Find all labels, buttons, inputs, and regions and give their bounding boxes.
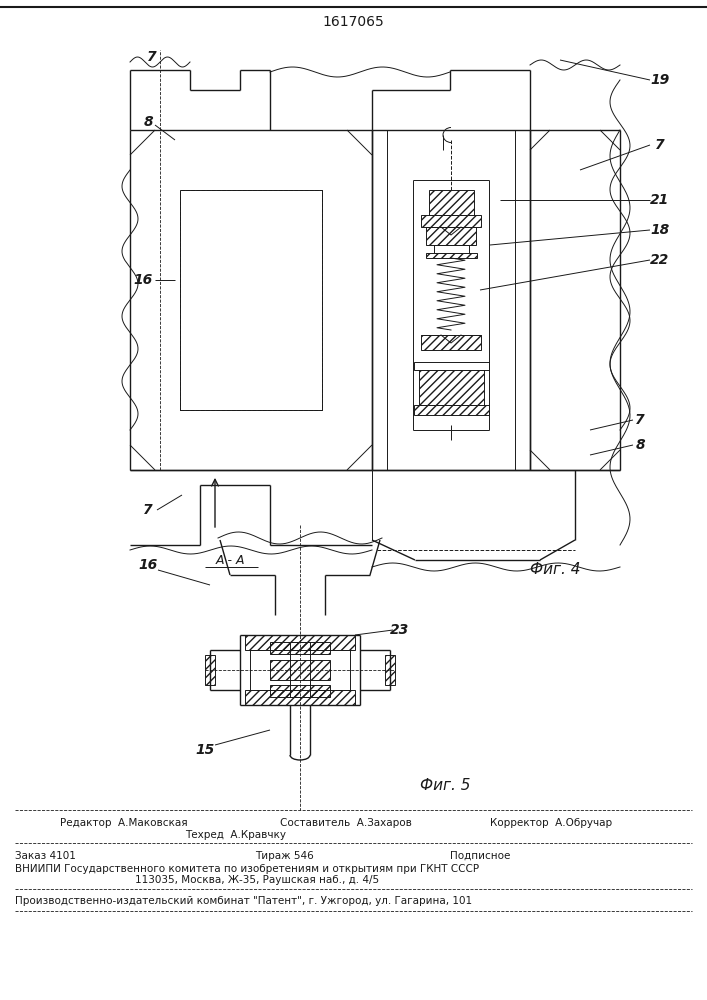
Bar xyxy=(290,642,310,697)
Bar xyxy=(270,685,330,697)
Bar xyxy=(245,635,355,650)
Bar xyxy=(421,335,481,350)
Text: Производственно-издательский комбинат "Патент", г. Ужгород, ул. Гагарина, 101: Производственно-издательский комбинат "П… xyxy=(15,896,472,906)
Bar xyxy=(250,650,350,690)
Text: 23: 23 xyxy=(390,623,409,637)
Bar xyxy=(385,655,395,685)
Text: 16: 16 xyxy=(139,558,158,572)
Text: 7: 7 xyxy=(635,413,645,427)
Text: 7: 7 xyxy=(655,138,665,152)
Text: 19: 19 xyxy=(650,73,670,87)
Text: Корректор  А.Обручар: Корректор А.Обручар xyxy=(490,818,612,828)
Bar xyxy=(270,660,330,680)
Bar xyxy=(414,362,489,370)
Text: 22: 22 xyxy=(650,253,670,267)
Text: Редактор  А.Маковская: Редактор А.Маковская xyxy=(60,818,187,828)
Text: 16: 16 xyxy=(134,273,153,287)
Text: Тираж 546: Тираж 546 xyxy=(255,851,314,861)
Bar xyxy=(180,190,322,410)
Bar xyxy=(205,655,215,685)
Bar xyxy=(421,215,481,227)
Bar xyxy=(426,253,477,258)
Text: 21: 21 xyxy=(650,193,670,207)
Text: 7: 7 xyxy=(144,503,153,517)
Text: Техред  А.Кравчку: Техред А.Кравчку xyxy=(185,830,286,840)
Text: 8: 8 xyxy=(635,438,645,452)
Text: Фиг. 4: Фиг. 4 xyxy=(530,562,580,578)
Bar xyxy=(414,405,489,415)
Bar xyxy=(419,370,484,405)
Text: 1617065: 1617065 xyxy=(322,15,384,29)
Text: Фиг. 5: Фиг. 5 xyxy=(420,778,470,792)
Text: Подписное: Подписное xyxy=(450,851,510,861)
Text: Составитель  А.Захаров: Составитель А.Захаров xyxy=(280,818,412,828)
Text: 113035, Москва, Ж-35, Раушская наб., д. 4/5: 113035, Москва, Ж-35, Раушская наб., д. … xyxy=(135,875,379,885)
Bar xyxy=(426,227,476,245)
Bar xyxy=(429,190,474,215)
Text: 15: 15 xyxy=(195,743,215,757)
Text: 7: 7 xyxy=(147,50,157,64)
Text: 8: 8 xyxy=(144,115,153,129)
Bar xyxy=(180,190,322,410)
Bar xyxy=(434,245,469,253)
Text: ВНИИПИ Государственного комитета по изобретениям и открытиям при ГКНТ СССР: ВНИИПИ Государственного комитета по изоб… xyxy=(15,864,479,874)
Text: 18: 18 xyxy=(650,223,670,237)
Text: Заказ 4101: Заказ 4101 xyxy=(15,851,76,861)
Bar xyxy=(245,690,355,705)
Bar xyxy=(270,642,330,654)
Text: А - А: А - А xyxy=(215,554,245,566)
